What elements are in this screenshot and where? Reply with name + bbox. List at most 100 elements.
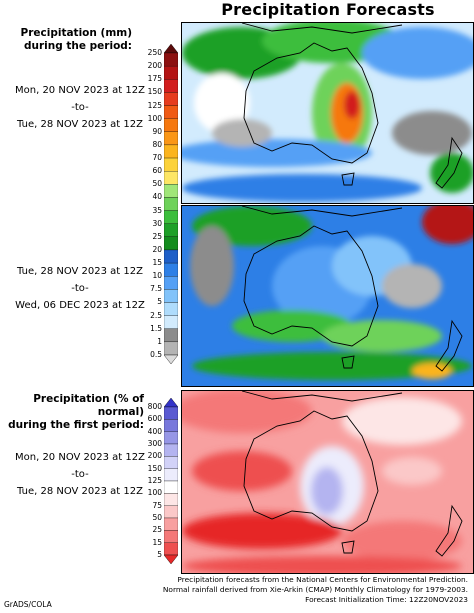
colorbar-mm-swatch [164, 341, 178, 356]
period3-start: Mon, 20 NOV 2023 at 12Z [15, 452, 145, 463]
period1-label: Mon, 20 NOV 2023 at 12Z -to- Tue, 28 NOV… [10, 84, 150, 131]
footer-line1: Precipitation forecasts from the Nationa… [177, 575, 468, 584]
colorbar-mm-swatch [164, 144, 178, 159]
precip-pct-header: Precipitation (% of normal) during the f… [4, 393, 144, 432]
precip-map-period1 [182, 23, 473, 203]
colorbar-pct-swatch [164, 542, 178, 556]
precip-mm-header-line2: during the period: [23, 40, 132, 52]
colorbar-mm-swatch [164, 92, 178, 106]
colorbar-mm-tick-label: 5 [157, 297, 162, 307]
precip-pct-header-line1: Precipitation (% of normal) [33, 393, 144, 418]
colorbar-pct-swatch [164, 480, 178, 494]
percent-normal-map [182, 391, 473, 573]
colorbar-mm-swatch [164, 171, 178, 185]
colorbar-mm-swatch [164, 328, 178, 343]
colorbar-pct-tick-label: 150 [147, 463, 162, 473]
colorbar-mm-bottom-arrow [164, 354, 178, 364]
precip-pct-header-line2: during the first period: [8, 419, 144, 431]
colorbar-mm-tick-label: 100 [147, 113, 162, 123]
period2-label: Tue, 28 NOV 2023 at 12Z -to- Wed, 06 DEC… [10, 265, 150, 312]
colorbar-mm-tick-label: 25 [152, 231, 162, 241]
colorbar-mm-tick-label: 1.5 [150, 323, 162, 333]
colorbar-mm-swatch [164, 289, 178, 303]
colorbar-mm: 250 200 175 150 125 100 90 80 70 60 50 40 35 30 25 20 15… [136, 44, 180, 364]
period2-start: Tue, 28 NOV 2023 at 12Z [17, 266, 143, 277]
colorbar-mm-swatch [164, 105, 178, 119]
colorbar-pct-tick-label: 125 [147, 476, 162, 485]
colorbar-pct-tick-label: 600 [147, 414, 162, 424]
colorbar-mm-tick-label: 250 [147, 48, 162, 57]
colorbar-mm-top-arrow [164, 44, 178, 54]
colorbar-pct-top-arrow [164, 398, 178, 408]
colorbar-mm-swatch [164, 210, 178, 224]
colorbar-mm-tick-label: 175 [147, 74, 162, 84]
footer-line2: Normal rainfall derived from Xie-Arkin (… [162, 585, 468, 594]
colorbar-pct-tick-label: 100 [147, 488, 162, 498]
colorbar-mm-tick-label: 125 [147, 100, 162, 110]
colorbar-mm-tick-label: 10 [152, 271, 162, 281]
colorbar-pct-scale [164, 398, 178, 564]
colorbar-mm-swatch [164, 302, 178, 316]
colorbar-mm-swatch [164, 262, 178, 277]
colorbar-mm-swatch [164, 276, 178, 290]
colorbar-mm-tick-label: 80 [152, 139, 162, 149]
colorbar-mm-swatch [164, 249, 178, 264]
colorbar-mm-tick-label: 90 [152, 126, 162, 136]
colorbar-mm-tick-label: 40 [152, 192, 162, 202]
footer-line3: Forecast Initialization Time: 12Z20NOV20… [305, 595, 468, 604]
colorbar-mm-tick-label: 35 [152, 205, 162, 215]
colorbar-pct-swatch [164, 517, 178, 531]
colorbar-pct-swatch [164, 431, 178, 445]
colorbar-mm-tick-label: 20 [152, 244, 162, 254]
colorbar-pct-tick-label: 800 [147, 402, 162, 411]
colorbar-mm-tick-label: 2.5 [150, 310, 162, 320]
colorbar-mm-tick-label: 7.5 [150, 284, 162, 294]
colorbar-mm-tick-label: 30 [152, 218, 162, 228]
period3-end: Tue, 28 NOV 2023 at 12Z [17, 486, 143, 497]
map-panel-period1 [181, 22, 474, 204]
period2-to: -to- [71, 283, 89, 294]
period1-start: Mon, 20 NOV 2023 at 12Z [15, 85, 145, 96]
colorbar-pct-swatch [164, 468, 178, 482]
map-panel-period2 [181, 205, 474, 387]
colorbar-mm-tick-label: 1 [157, 336, 162, 346]
colorbar-pct-tick-label: 15 [152, 537, 162, 547]
colorbar-mm-tick-label: 150 [147, 87, 162, 97]
period3-label: Mon, 20 NOV 2023 at 12Z -to- Tue, 28 NOV… [10, 451, 150, 498]
colorbar-pct-swatch [164, 505, 178, 519]
colorbar-mm-swatch [164, 315, 178, 329]
colorbar-mm-swatch [164, 65, 178, 80]
colorbar-mm-swatch [164, 79, 178, 93]
precip-map-period2 [182, 206, 473, 386]
period2-end: Wed, 06 DEC 2023 at 12Z [15, 300, 145, 311]
colorbar-pct: 800 600 400 300 200 150 125 100 75 50 25 15 5 [136, 398, 180, 564]
period1-end: Tue, 28 NOV 2023 at 12Z [17, 119, 143, 130]
colorbar-pct-tick-label: 5 [157, 550, 162, 559]
colorbar-mm-tick-label: 50 [152, 179, 162, 189]
colorbar-pct-tick-label: 300 [147, 439, 162, 448]
colorbar-pct-tick-label: 75 [152, 500, 162, 510]
colorbar-pct-swatch [164, 443, 178, 457]
precip-mm-header-line1: Precipitation (mm) [20, 27, 132, 39]
colorbar-pct-swatch [164, 456, 178, 469]
colorbar-pct-tick-label: 400 [147, 426, 162, 436]
colorbar-pct-ticks: 800 600 400 300 200 150 125 100 75 50 25 15 5 [136, 398, 162, 564]
colorbar-pct-bottom-arrow [164, 554, 178, 564]
colorbar-mm-tick-label: 60 [152, 166, 162, 176]
colorbar-mm-swatch [164, 184, 178, 198]
colorbar-mm-swatch [164, 52, 178, 67]
colorbar-mm-swatch [164, 157, 178, 172]
colorbar-mm-swatch [164, 223, 178, 237]
colorbar-pct-swatch [164, 493, 178, 506]
colorbar-mm-tick-label: 200 [147, 61, 162, 71]
colorbar-mm-tick-label: 70 [152, 153, 162, 163]
page-title: Precipitation Forecasts [221, 0, 435, 19]
map-panel-percent-normal [181, 390, 474, 574]
colorbar-mm-tick-label: 0.5 [150, 350, 162, 359]
colorbar-mm-ticks: 250 200 175 150 125 100 90 80 70 60 50 40 35 30 25 20 15… [136, 44, 162, 364]
colorbar-mm-swatch [164, 131, 178, 146]
colorbar-mm-swatch [164, 118, 178, 132]
colorbar-pct-tick-label: 25 [152, 525, 162, 535]
colorbar-mm-swatch [164, 236, 178, 251]
colorbar-pct-swatch [164, 530, 178, 543]
